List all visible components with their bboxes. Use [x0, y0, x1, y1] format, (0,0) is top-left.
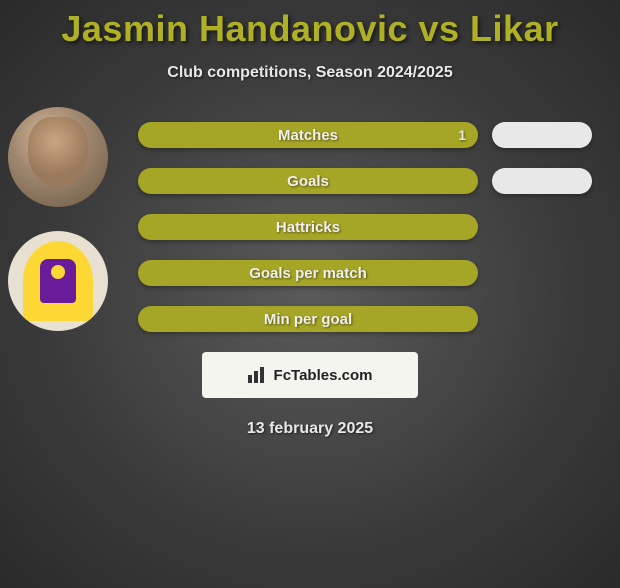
stat-bar-matches: Matches 1 — [138, 122, 478, 148]
stat-bar-min-per-goal: Min per goal — [138, 306, 478, 332]
date-text: 13 february 2025 — [0, 420, 620, 438]
stat-bars: Matches 1 Goals Hattricks Goals per matc… — [138, 122, 606, 332]
page-title: Jasmin Handanovic vs Likar — [0, 8, 620, 50]
stat-row: Goals — [138, 168, 606, 194]
stat-side-bar — [492, 168, 592, 194]
club-logo-avatar — [8, 231, 108, 331]
player-avatar — [8, 107, 108, 207]
stat-label: Hattricks — [276, 219, 340, 236]
stat-row: Hattricks — [138, 214, 606, 240]
comparison-content: Matches 1 Goals Hattricks Goals per matc… — [0, 122, 620, 332]
stat-label: Matches — [278, 127, 338, 144]
brand-text: FcTables.com — [274, 367, 373, 384]
stat-label: Goals per match — [249, 265, 367, 282]
stat-bar-hattricks: Hattricks — [138, 214, 478, 240]
stat-label: Min per goal — [264, 311, 352, 328]
club-shield-icon — [23, 241, 93, 321]
stat-label: Goals — [287, 173, 329, 190]
stat-row: Matches 1 — [138, 122, 606, 148]
stat-value: 1 — [458, 127, 466, 143]
stat-bar-goals-per-match: Goals per match — [138, 260, 478, 286]
stat-bar-goals: Goals — [138, 168, 478, 194]
stat-row: Goals per match — [138, 260, 606, 286]
stat-side-bar — [492, 122, 592, 148]
brand-box: FcTables.com — [202, 352, 418, 398]
avatars-column — [8, 107, 108, 355]
chart-icon — [248, 367, 268, 383]
stat-row: Min per goal — [138, 306, 606, 332]
subtitle: Club competitions, Season 2024/2025 — [0, 64, 620, 82]
